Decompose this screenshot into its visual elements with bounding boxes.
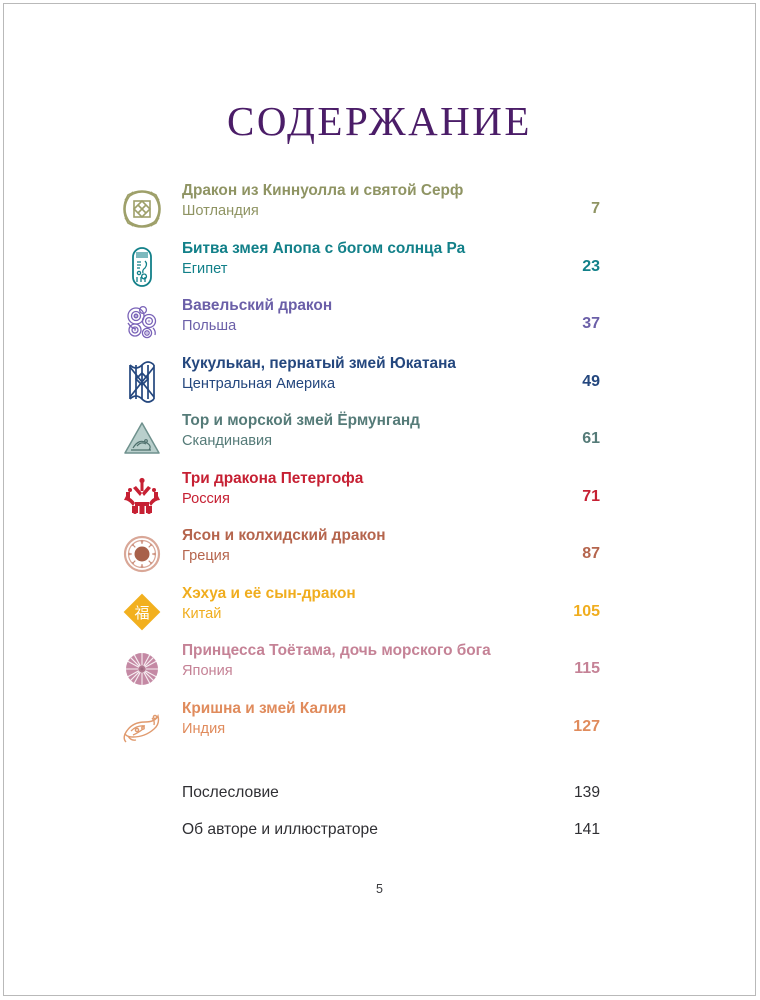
toc-entry[interactable]: Принцесса Тоётама, дочь морского бога Яп… xyxy=(4,640,755,698)
toc-entry[interactable]: Вавельский дракон Польша 37 xyxy=(4,295,755,353)
toc-entry[interactable]: Ясон и колхидский дракон Греция 87 xyxy=(4,525,755,583)
toc-entry-title: Хэхуа и её сын-дракон xyxy=(182,584,356,602)
indian-paisley-bird-icon xyxy=(119,704,165,750)
toc-entry-title: Кришна и змей Калия xyxy=(182,699,347,717)
toc-entry-title: Три дракона Петергофа xyxy=(182,469,364,487)
toc-entry-text: Тор и морской змей Ёрмунганд Скандинавия xyxy=(182,410,585,452)
toc-entry[interactable]: Битва змея Апопа с богом солнца Ра Египе… xyxy=(4,238,755,296)
toc-entry-text: Хэхуа и её сын-дракон Китай xyxy=(182,583,585,625)
toc-entry-region: Польша xyxy=(182,318,237,334)
back-matter-row[interactable]: Об авторе и иллюстраторе 141 xyxy=(4,819,755,856)
book-page: СОДЕРЖАНИЕ Д xyxy=(3,3,756,996)
greek-medallion-icon xyxy=(119,531,165,577)
toc-entry-title: Вавельский дракон xyxy=(182,297,333,314)
toc-entry-text: Вавельский дракон Польша xyxy=(182,295,585,337)
back-matter-title: Об авторе и иллюстраторе xyxy=(182,821,378,838)
toc-entry-title: Кукулькан, пернатый змей Юкатана xyxy=(182,354,456,372)
toc-entry-page-number: 37 xyxy=(582,315,600,332)
toc-entry-page-number: 87 xyxy=(582,545,600,562)
toc-entry-text: Ясон и колхидский дракон Греция xyxy=(182,525,585,567)
toc-entry-page-number: 61 xyxy=(582,430,600,447)
toc-entry-title: Тор и морской змей Ёрмунганд xyxy=(182,412,420,429)
toc-entry-region: Россия xyxy=(182,490,230,507)
polish-folk-flower-icon xyxy=(119,301,165,347)
toc-entry-page-number: 23 xyxy=(582,257,600,275)
toc-entry-page-number: 115 xyxy=(574,660,600,677)
toc-entry-text: Кришна и змей Калия Индия xyxy=(182,698,585,740)
toc-entry-text: Дракон из Киннуолла и святой Серф Шотлан… xyxy=(182,180,585,222)
back-matter-row[interactable]: Послесловие 139 xyxy=(4,782,755,819)
egyptian-cartouche-icon xyxy=(119,244,165,290)
toc-entry-page-number: 7 xyxy=(591,200,600,217)
toc-entry-text: Битва змея Апопа с богом солнца Ра Египе… xyxy=(182,238,585,280)
toc-entry-region: Греция xyxy=(182,548,230,564)
toc-entry-region: Центральная Америка xyxy=(182,375,336,392)
toc-entry-title: Ясон и колхидский дракон xyxy=(182,527,386,544)
table-of-contents-list: Дракон из Киннуолла и святой Серф Шотлан… xyxy=(4,180,755,755)
toc-entry-text: Кукулькан, пернатый змей Юкатана Централ… xyxy=(182,353,585,395)
toc-entry[interactable]: Тор и морской змей Ёрмунганд Скандинавия… xyxy=(4,410,755,468)
toc-entry-region: Индия xyxy=(182,720,226,737)
svg-text:福: 福 xyxy=(134,604,149,622)
page-title: СОДЕРЖАНИЕ xyxy=(227,98,532,144)
back-matter-title: Послесловие xyxy=(182,784,279,801)
toc-entry-title: Принцесса Тоётама, дочь морского бога xyxy=(182,642,491,659)
toc-entry-page-number: 105 xyxy=(573,602,600,620)
toc-entry-page-number: 71 xyxy=(582,487,600,505)
toc-entry-page-number: 49 xyxy=(582,372,600,390)
toc-entry-region: Египет xyxy=(182,260,228,277)
back-matter-page-number: 141 xyxy=(573,821,600,838)
chinese-fu-diamond-icon: 福 xyxy=(119,589,165,635)
russian-folk-ornament-icon xyxy=(119,474,165,520)
toc-entry-title: Дракон из Киннуолла и святой Серф xyxy=(182,182,464,199)
toc-entry[interactable]: Три дракона Петергофа Россия 71 xyxy=(4,468,755,526)
toc-entry-region: Китай xyxy=(182,605,222,622)
toc-entry-region: Шотландия xyxy=(182,203,259,219)
japanese-chrysanthemum-icon xyxy=(119,646,165,692)
norse-rune-triangle-icon xyxy=(119,416,165,462)
toc-entry-text: Три дракона Петергофа Россия xyxy=(182,468,585,510)
toc-entry-page-number: 127 xyxy=(573,717,600,735)
celtic-knot-icon xyxy=(119,186,165,232)
toc-entry[interactable]: Дракон из Киннуолла и святой Серф Шотлан… xyxy=(4,180,755,238)
toc-entry-title: Битва змея Апопа с богом солнца Ра xyxy=(182,239,466,257)
toc-entry-region: Скандинавия xyxy=(182,433,273,449)
mayan-weave-icon xyxy=(119,359,165,405)
folio-page-number: 5 xyxy=(376,882,383,896)
back-matter-list: Послесловие 139 Об авторе и иллюстраторе… xyxy=(4,782,755,856)
toc-entry-region: Япония xyxy=(182,663,233,679)
toc-entry[interactable]: Кришна и змей Калия Индия 127 xyxy=(4,698,755,756)
back-matter-page-number: 139 xyxy=(573,784,600,801)
toc-entry-text: Принцесса Тоётама, дочь морского бога Яп… xyxy=(182,640,585,682)
toc-entry[interactable]: 福 Хэхуа и её сын-дракон Китай 105 xyxy=(4,583,755,641)
toc-entry[interactable]: Кукулькан, пернатый змей Юкатана Централ… xyxy=(4,353,755,411)
